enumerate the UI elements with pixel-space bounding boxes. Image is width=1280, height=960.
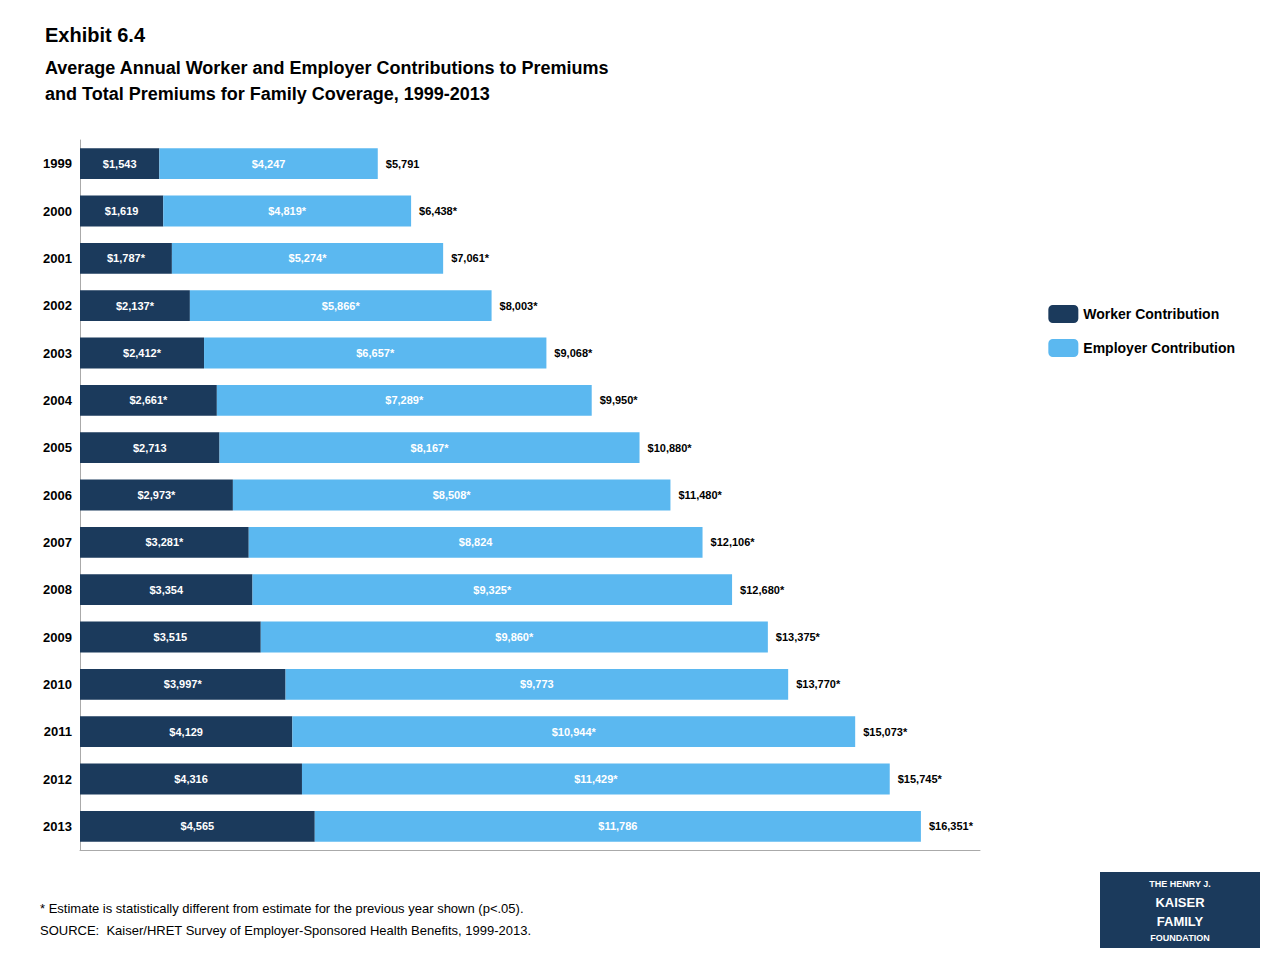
svg-text:2004: 2004: [43, 393, 73, 408]
svg-text:$9,773: $9,773: [520, 678, 554, 690]
svg-text:2012: 2012: [43, 772, 72, 787]
svg-text:$3,281*: $3,281*: [145, 536, 184, 548]
svg-text:2009: 2009: [43, 630, 72, 645]
svg-text:$2,137*: $2,137*: [116, 300, 155, 312]
svg-text:$15,073*: $15,073*: [863, 726, 908, 738]
svg-text:Employer Contribution: Employer Contribution: [1083, 340, 1235, 356]
svg-text:2010: 2010: [43, 677, 72, 692]
svg-text:$2,412*: $2,412*: [123, 347, 162, 359]
svg-text:$1,787*: $1,787*: [107, 252, 146, 264]
svg-text:$8,167*: $8,167*: [411, 442, 450, 454]
svg-text:$8,508*: $8,508*: [433, 489, 472, 501]
svg-text:$6,657*: $6,657*: [356, 347, 395, 359]
svg-text:$2,713: $2,713: [133, 442, 167, 454]
svg-text:$12,106*: $12,106*: [711, 536, 756, 548]
svg-text:$1,543: $1,543: [103, 158, 137, 170]
svg-text:$10,944*: $10,944*: [552, 726, 597, 738]
svg-text:FAMILY: FAMILY: [1157, 914, 1204, 929]
svg-text:$8,003*: $8,003*: [500, 300, 539, 312]
svg-text:$3,997*: $3,997*: [164, 678, 203, 690]
svg-text:$9,325*: $9,325*: [473, 584, 512, 596]
svg-text:$6,438*: $6,438*: [419, 205, 458, 217]
svg-text:2013: 2013: [43, 819, 72, 834]
svg-text:Exhibit 6.4: Exhibit 6.4: [45, 24, 146, 46]
svg-text:$11,429*: $11,429*: [574, 773, 618, 785]
svg-text:$4,565: $4,565: [181, 820, 215, 832]
svg-text:$3,515: $3,515: [154, 631, 188, 643]
svg-text:$5,791: $5,791: [386, 158, 420, 170]
svg-text:2001: 2001: [43, 251, 72, 266]
svg-text:$1,619: $1,619: [105, 205, 139, 217]
svg-text:$2,973*: $2,973*: [137, 489, 176, 501]
svg-text:2000: 2000: [43, 204, 72, 219]
svg-text:$9,068*: $9,068*: [554, 347, 593, 359]
svg-text:KAISER: KAISER: [1155, 895, 1205, 910]
svg-text:$7,061*: $7,061*: [451, 252, 490, 264]
svg-text:2007: 2007: [43, 535, 72, 550]
svg-text:2008: 2008: [43, 582, 72, 597]
svg-text:$4,819*: $4,819*: [268, 205, 307, 217]
svg-text:$4,247: $4,247: [252, 158, 286, 170]
svg-text:$2,661*: $2,661*: [129, 394, 168, 406]
svg-text:$12,680*: $12,680*: [740, 584, 785, 596]
svg-text:Worker Contribution: Worker Contribution: [1083, 306, 1219, 322]
svg-text:$4,316: $4,316: [174, 773, 208, 785]
svg-text:* Estimate is statistically di: * Estimate is statistically different fr…: [40, 901, 524, 916]
svg-text:2003: 2003: [43, 346, 72, 361]
svg-text:2011: 2011: [44, 724, 72, 739]
svg-text:$13,770*: $13,770*: [796, 678, 841, 690]
svg-text:and Total Premiums for Family: and Total Premiums for Family Coverage, …: [45, 84, 490, 104]
svg-text:$8,824: $8,824: [459, 536, 494, 548]
svg-text:2005: 2005: [43, 440, 72, 455]
svg-text:$11,480*: $11,480*: [678, 489, 722, 501]
svg-text:1999: 1999: [43, 156, 72, 171]
svg-text:$9,950*: $9,950*: [600, 394, 639, 406]
svg-text:$10,880*: $10,880*: [648, 442, 693, 454]
svg-text:2006: 2006: [43, 488, 72, 503]
svg-text:Average Annual Worker and Empl: Average Annual Worker and Employer Contr…: [45, 58, 608, 78]
svg-text:2002: 2002: [43, 298, 72, 313]
svg-text:$5,866*: $5,866*: [322, 300, 361, 312]
svg-text:$13,375*: $13,375*: [776, 631, 821, 643]
svg-text:$11,786: $11,786: [598, 820, 637, 832]
svg-text:$9,860*: $9,860*: [495, 631, 534, 643]
svg-text:THE HENRY J.: THE HENRY J.: [1149, 879, 1211, 889]
svg-text:SOURCE: Kaiser/HRET Survey of: SOURCE: Kaiser/HRET Survey of Employer-S…: [40, 923, 531, 938]
svg-text:FOUNDATION: FOUNDATION: [1150, 933, 1209, 943]
svg-text:$16,351*: $16,351*: [929, 820, 974, 832]
svg-text:$3,354: $3,354: [149, 584, 184, 596]
svg-text:$4,129: $4,129: [169, 726, 203, 738]
svg-text:$7,289*: $7,289*: [385, 394, 424, 406]
svg-text:$15,745*: $15,745*: [898, 773, 943, 785]
svg-text:$5,274*: $5,274*: [289, 252, 328, 264]
